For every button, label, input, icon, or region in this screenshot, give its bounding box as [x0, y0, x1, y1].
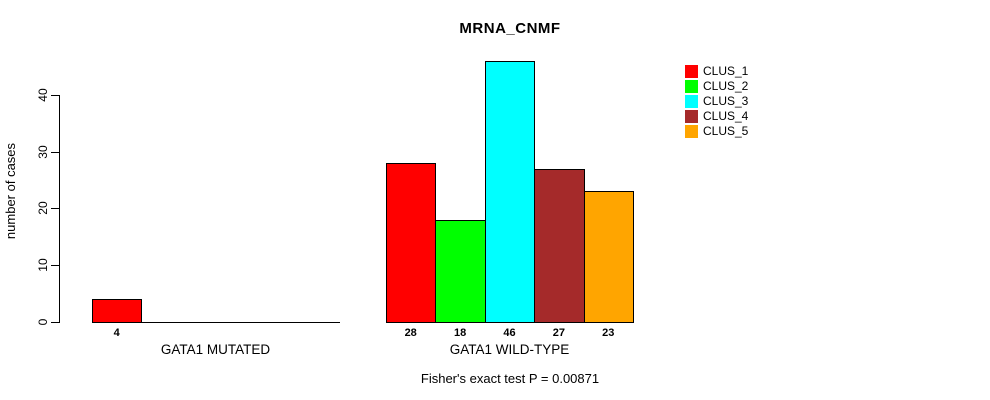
y-tick-label: 10: [36, 258, 50, 272]
bar-CLUS_1: [92, 299, 143, 323]
y-tick-label: 30: [36, 144, 50, 159]
legend: CLUS_1 CLUS_2 CLUS_3 CLUS_4 CLUS_5: [685, 64, 748, 139]
y-tick-label: 20: [36, 201, 50, 216]
y-axis-title: number of cases: [3, 142, 18, 240]
bar-CLUS_2: [435, 219, 486, 323]
y-axis-tick: [51, 322, 59, 323]
subtitle-caption: Fisher's exact test P = 0.00871: [420, 371, 600, 386]
bar-value-label: 4: [113, 327, 120, 339]
legend-label: CLUS_1: [703, 64, 749, 78]
legend-item: CLUS_2: [685, 79, 748, 94]
bar-value-label: 23: [602, 327, 615, 339]
bar-value-label: 18: [453, 327, 467, 339]
legend-label: CLUS_2: [703, 79, 749, 93]
bar-zero-CLUS_4: [240, 322, 291, 323]
legend-swatch: [685, 95, 698, 108]
bar-zero-CLUS_3: [190, 322, 242, 323]
y-tick-label: 0: [36, 318, 50, 326]
chart-title: MRNA_CNMF: [459, 20, 561, 37]
bar-value-label: 28: [404, 327, 417, 339]
legend-item: CLUS_4: [685, 109, 748, 124]
y-axis-tick: [51, 151, 59, 153]
legend-item: CLUS_5: [685, 124, 748, 139]
y-axis-tick: [51, 208, 59, 210]
y-axis-line: [59, 94, 60, 323]
y-axis-tick: [51, 94, 59, 96]
bar-value-label: 46: [503, 327, 516, 339]
bar-CLUS_3: [484, 60, 536, 323]
bar-CLUS_4: [534, 168, 585, 323]
legend-swatch: [685, 80, 698, 93]
legend-label: CLUS_3: [703, 94, 749, 108]
bar-CLUS_5: [583, 191, 634, 323]
legend-swatch: [685, 65, 698, 78]
bar-CLUS_1: [386, 162, 437, 323]
legend-item: CLUS_1: [685, 64, 748, 79]
legend-swatch: [685, 125, 698, 138]
y-tick-label: 40: [36, 88, 50, 102]
x-group-label: GATA1 MUTATED: [160, 342, 271, 357]
bar-zero-CLUS_2: [141, 322, 192, 323]
legend-item: CLUS_3: [685, 94, 748, 109]
bar-zero-CLUS_5: [289, 322, 340, 323]
legend-label: CLUS_4: [703, 109, 749, 123]
legend-swatch: [685, 110, 698, 123]
bar-value-label: 27: [552, 327, 566, 339]
y-axis-tick: [51, 265, 59, 267]
x-group-label: GATA1 WILD-TYPE: [449, 342, 570, 357]
legend-label: CLUS_5: [703, 124, 749, 138]
